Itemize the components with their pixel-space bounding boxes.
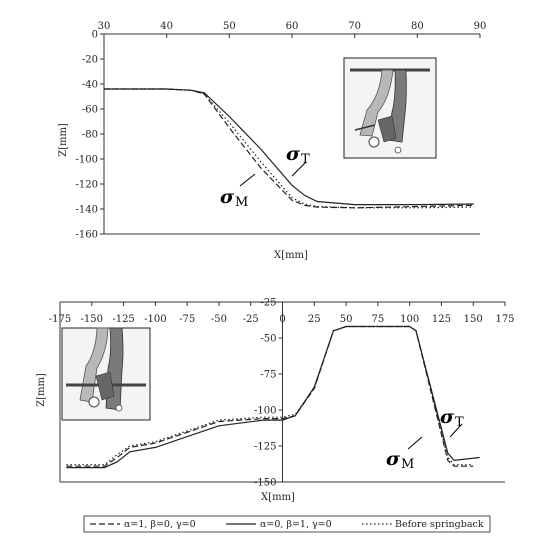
sigma-subscript: T <box>455 415 464 430</box>
sigma-t-annotation-bottom: σ T <box>440 406 464 438</box>
x-tick-label: -150 <box>81 314 103 325</box>
series-line-dotted <box>66 325 474 466</box>
x-tick-label: -25 <box>243 314 259 325</box>
chart-top-ticks: 30 40 50 60 70 80 90 0 -20 -40 -60 -80 -100 -120 -140 -… <box>76 21 487 241</box>
y-tick-label: -60 <box>82 105 98 116</box>
y-tick-label: -75 <box>260 370 276 381</box>
sigma-t-annotation-top: σ T <box>286 143 310 177</box>
y-tick-label: -120 <box>76 180 98 191</box>
y-tick-label: -80 <box>82 130 98 141</box>
legend-item-dashed: α=1, β=0, γ=0 <box>90 519 196 530</box>
chart-bottom-axes <box>59 301 505 483</box>
sigma-m-annotation-top: σ M <box>220 173 256 210</box>
y-tick-label: -125 <box>254 442 276 453</box>
series-line-dotted <box>104 88 474 209</box>
x-tick-label: 80 <box>411 21 424 32</box>
y-tick-label: -160 <box>76 230 98 241</box>
y-tick-label: -25 <box>260 298 276 309</box>
x-tick-label: -125 <box>112 314 134 325</box>
chart-bottom-xlabel: X[mm] <box>261 492 295 503</box>
chart-top-series <box>104 88 474 209</box>
x-tick-label: -50 <box>211 314 227 325</box>
sigma-symbol: σ <box>440 406 455 428</box>
sigma-symbol: σ <box>286 143 301 165</box>
x-tick-label: 25 <box>308 314 321 325</box>
part-inset-image-top <box>343 57 437 159</box>
x-tick-label: 70 <box>348 21 361 32</box>
chart-top-xlabel: X[mm] <box>274 250 308 261</box>
legend-item-dotted: Before springback <box>362 519 484 530</box>
legend: α=1, β=0, γ=0 α=0, β=1, γ=0 Before sprin… <box>83 515 491 533</box>
x-tick-label: 60 <box>286 21 299 32</box>
x-tick-label: 125 <box>432 314 451 325</box>
chart-bottom-ylabel: Z[mm] <box>36 373 47 407</box>
series-line-solid <box>104 88 474 206</box>
x-tick-label: 150 <box>464 314 483 325</box>
sigma-subscript: T <box>301 152 310 167</box>
y-tick-label: -20 <box>82 55 98 66</box>
y-tick-label: 0 <box>92 30 98 41</box>
y-tick-label: -100 <box>76 155 98 166</box>
sigma-m-annotation-bottom: σ M <box>386 436 423 472</box>
y-tick-label: -50 <box>260 334 276 345</box>
x-tick-label: -75 <box>179 314 195 325</box>
x-tick-label: 50 <box>223 21 236 32</box>
x-tick-label: 175 <box>495 314 514 325</box>
legend-label: Before springback <box>395 519 484 530</box>
sigma-subscript: M <box>401 457 414 472</box>
y-tick-label: -100 <box>254 406 276 417</box>
x-tick-label: 30 <box>98 21 111 32</box>
sigma-symbol: σ <box>220 186 235 208</box>
part-inset-image-bottom <box>61 327 151 421</box>
y-tick-label: -40 <box>82 80 98 91</box>
sigma-subscript: M <box>235 195 248 210</box>
chart-top-axes <box>103 33 480 235</box>
sigma-symbol: σ <box>386 448 401 470</box>
x-tick-label: 90 <box>474 21 487 32</box>
series-line-solid <box>66 325 480 469</box>
chart-bottom: -175-150-125-100-75-50-25025507510012515… <box>36 298 515 504</box>
y-tick-label: -140 <box>76 205 98 216</box>
x-tick-label: 40 <box>160 21 173 32</box>
x-tick-label: 100 <box>400 314 419 325</box>
x-tick-label: 50 <box>340 314 353 325</box>
chart-top-ylabel: Z[mm] <box>58 123 69 157</box>
x-tick-label: 75 <box>371 314 384 325</box>
y-tick-label: -150 <box>254 478 276 489</box>
legend-item-solid: α=0, β=1, γ=0 <box>226 519 332 530</box>
chart-top: 30 40 50 60 70 80 90 0 -20 -40 -60 -80 -100 -120 -140 -… <box>58 21 486 261</box>
legend-label: α=0, β=1, γ=0 <box>260 519 332 530</box>
chart-bottom-series <box>66 325 480 469</box>
legend-label: α=1, β=0, γ=0 <box>124 519 196 530</box>
x-tick-label: -100 <box>144 314 166 325</box>
